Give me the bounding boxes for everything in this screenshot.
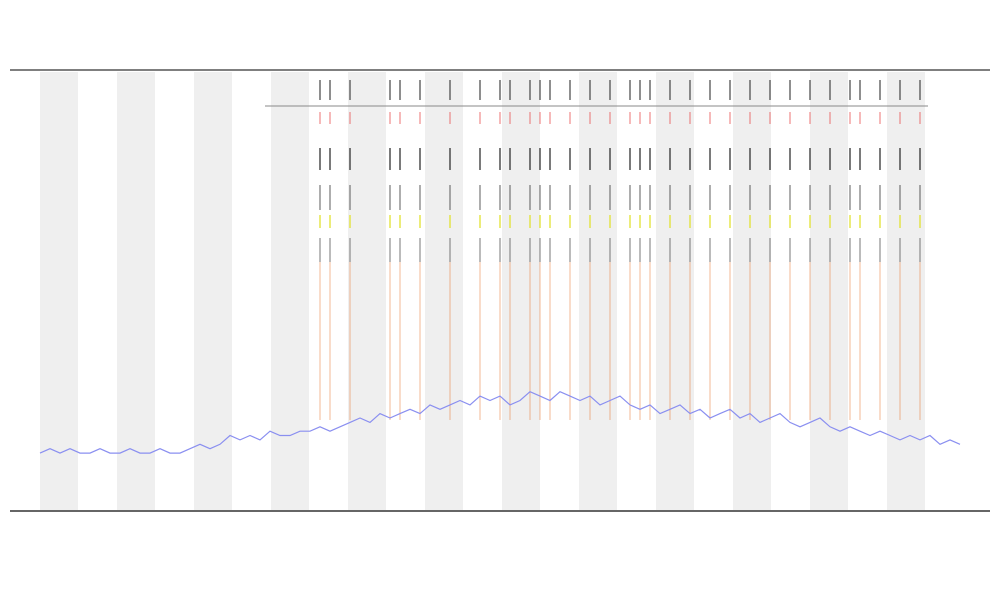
band — [887, 72, 925, 510]
band — [502, 72, 540, 510]
band — [810, 72, 848, 510]
band — [579, 72, 617, 510]
marks — [39, 80, 961, 454]
band — [271, 72, 309, 510]
band — [733, 72, 771, 510]
band — [425, 72, 463, 510]
band — [656, 72, 694, 510]
band — [348, 72, 386, 510]
band — [117, 72, 155, 510]
bands — [40, 72, 925, 510]
series-line — [39, 390, 961, 454]
band — [40, 72, 78, 510]
band — [194, 72, 232, 510]
